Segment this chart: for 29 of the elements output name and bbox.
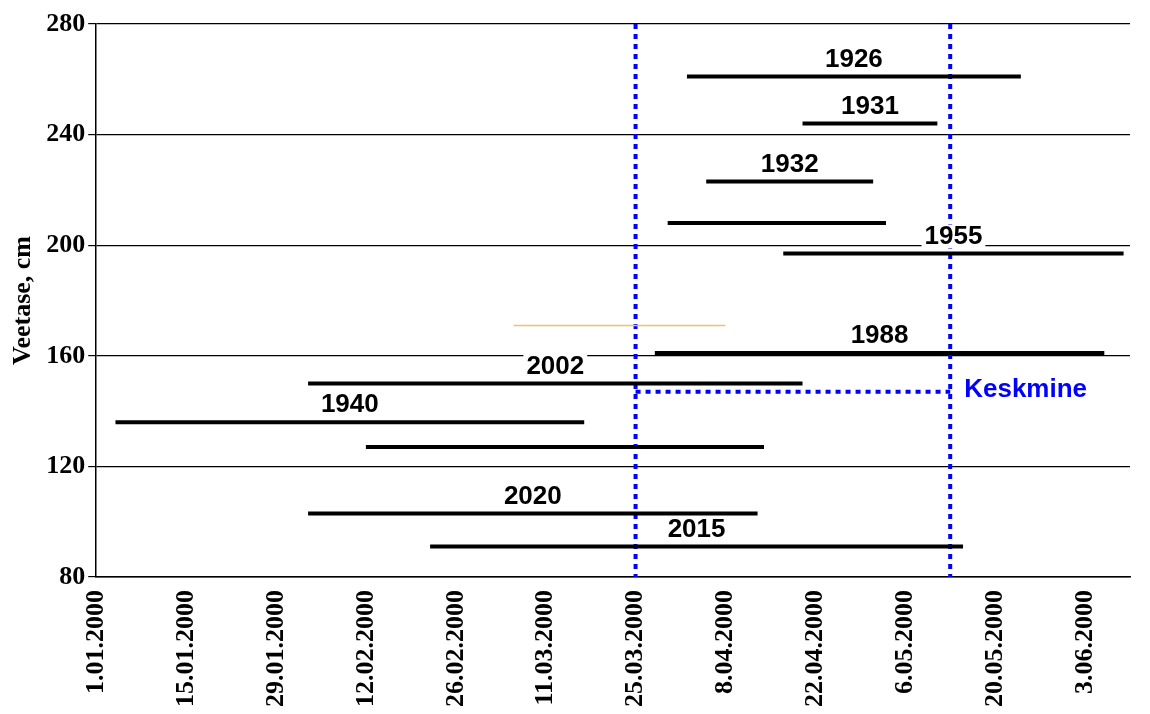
series-label: 1940	[320, 388, 379, 419]
series-label: 1926	[824, 42, 883, 73]
series-label: 2015	[667, 512, 726, 543]
series-label: 1955	[924, 219, 983, 250]
x-tick-label: 12.02.2000	[349, 590, 379, 707]
x-tick-label: 25.03.2000	[619, 590, 649, 707]
y-tick-label: 280	[46, 7, 86, 37]
y-tick-label: 240	[46, 118, 86, 148]
y-tick-label: 120	[46, 450, 86, 480]
x-tick-label: 20.05.2000	[978, 590, 1008, 707]
y-tick-label: 160	[46, 339, 86, 369]
x-tick-label: 11.03.2000	[529, 590, 559, 706]
series-label: 1932	[760, 147, 819, 178]
x-tick-label: 15.01.2000	[169, 590, 199, 707]
series-label: 1931	[841, 89, 899, 120]
series-label: 1988	[850, 319, 909, 350]
series-label: Keskmine	[964, 372, 1088, 403]
series-label: 2002	[526, 349, 585, 380]
x-tick-label: 8.04.2000	[709, 590, 739, 694]
x-tick-label: 26.02.2000	[439, 590, 469, 707]
series-label: 2020	[503, 479, 562, 510]
x-tick-label: 1.01.2000	[79, 590, 109, 694]
x-tick-label: 3.06.2000	[1068, 590, 1098, 694]
y-tick-label: 80	[59, 560, 86, 590]
x-tick-label: 29.01.2000	[259, 590, 289, 707]
x-tick-label: 6.05.2000	[888, 590, 918, 694]
x-tick-label: 22.04.2000	[799, 590, 829, 707]
y-tick-label: 200	[46, 228, 86, 258]
y-axis-title: Veetase, cm	[7, 235, 37, 365]
